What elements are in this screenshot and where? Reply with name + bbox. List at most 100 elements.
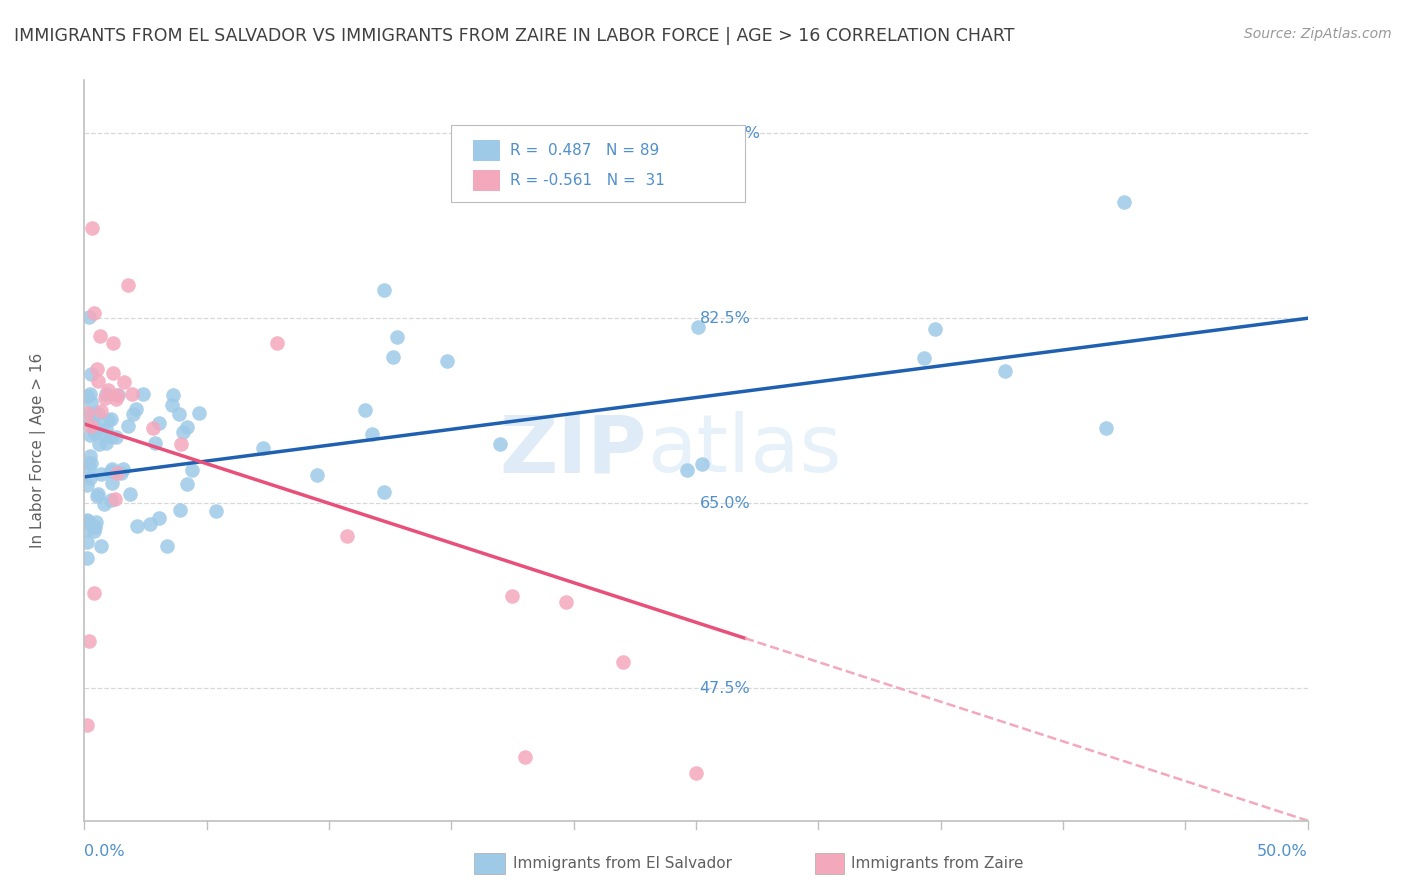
Point: [148, 510, 170, 524]
Point: [90, 467, 112, 482]
Text: 50.0%: 50.0%: [1257, 844, 1308, 859]
Text: 47.5%: 47.5%: [700, 681, 751, 696]
Point: [90, 404, 112, 418]
Point: [690, 457, 713, 471]
Point: [252, 442, 274, 456]
Point: [360, 427, 382, 442]
Point: [77, 310, 100, 325]
Point: [307, 468, 329, 483]
Point: [77, 456, 100, 470]
Point: [354, 402, 377, 417]
FancyBboxPatch shape: [451, 125, 745, 202]
Point: [79, 460, 101, 475]
Point: [87, 407, 110, 421]
Point: [1114, 194, 1136, 209]
Point: [105, 388, 128, 402]
Point: [169, 407, 191, 421]
Point: [79, 516, 101, 531]
Point: [83, 586, 105, 600]
Point: [83, 425, 105, 440]
Point: [912, 351, 935, 365]
Point: [97, 383, 120, 397]
Point: [122, 407, 145, 421]
Point: [77, 633, 100, 648]
Point: [112, 375, 135, 389]
Point: [94, 435, 117, 450]
Point: [176, 476, 198, 491]
Point: [76, 513, 98, 527]
Point: [107, 388, 129, 402]
Point: [121, 387, 143, 401]
Point: [160, 398, 183, 412]
Point: [100, 492, 122, 507]
Point: [97, 413, 120, 427]
FancyBboxPatch shape: [474, 169, 501, 191]
Point: [156, 539, 179, 553]
Point: [142, 421, 165, 435]
Point: [118, 486, 141, 500]
Point: [76, 406, 98, 420]
Point: [83, 306, 105, 320]
Point: [111, 462, 134, 476]
Point: [101, 475, 124, 490]
Point: [148, 416, 170, 430]
Point: [101, 462, 124, 476]
Point: [685, 766, 707, 780]
Text: Source: ZipAtlas.com: Source: ZipAtlas.com: [1244, 27, 1392, 41]
Point: [83, 524, 105, 539]
Text: 82.5%: 82.5%: [700, 310, 751, 326]
Point: [93, 497, 115, 511]
Point: [382, 351, 405, 365]
Point: [76, 477, 98, 491]
FancyBboxPatch shape: [474, 140, 501, 161]
Text: R = -0.561   N =  31: R = -0.561 N = 31: [510, 173, 665, 187]
Point: [87, 374, 110, 388]
Point: [139, 516, 162, 531]
Point: [169, 502, 191, 516]
Point: [80, 367, 103, 381]
Point: [125, 519, 148, 533]
Point: [84, 520, 107, 534]
Point: [76, 718, 98, 732]
Point: [994, 364, 1017, 378]
Point: [89, 329, 111, 343]
Point: [79, 427, 101, 442]
Point: [76, 535, 98, 549]
Point: [686, 319, 709, 334]
Point: [90, 539, 112, 553]
Point: [82, 417, 104, 432]
Point: [180, 463, 202, 477]
Point: [205, 504, 228, 518]
Point: [80, 221, 103, 235]
Point: [76, 551, 98, 566]
Text: ZIP: ZIP: [499, 411, 647, 490]
Point: [87, 487, 110, 501]
Text: Immigrants from Zaire: Immigrants from Zaire: [851, 856, 1024, 871]
Point: [143, 436, 166, 450]
Point: [83, 424, 105, 438]
Point: [94, 422, 117, 436]
Point: [96, 386, 118, 401]
Point: [84, 515, 107, 529]
Text: IMMIGRANTS FROM EL SALVADOR VS IMMIGRANTS FROM ZAIRE IN LABOR FORCE | AGE > 16 C: IMMIGRANTS FROM EL SALVADOR VS IMMIGRANT…: [14, 27, 1015, 45]
Point: [79, 450, 101, 464]
Point: [336, 529, 359, 543]
Point: [676, 462, 699, 476]
Point: [1095, 421, 1118, 435]
Point: [79, 471, 101, 485]
Text: 65.0%: 65.0%: [700, 496, 751, 511]
Point: [188, 406, 211, 420]
Point: [101, 366, 124, 380]
Point: [513, 750, 536, 764]
Point: [125, 402, 148, 417]
Point: [80, 456, 103, 470]
Point: [84, 417, 107, 432]
Point: [612, 655, 634, 669]
Point: [373, 283, 395, 297]
Point: [104, 491, 127, 506]
Point: [104, 392, 127, 406]
Text: 0.0%: 0.0%: [84, 844, 125, 859]
Text: atlas: atlas: [647, 411, 841, 490]
Point: [87, 437, 110, 451]
Point: [76, 523, 98, 537]
